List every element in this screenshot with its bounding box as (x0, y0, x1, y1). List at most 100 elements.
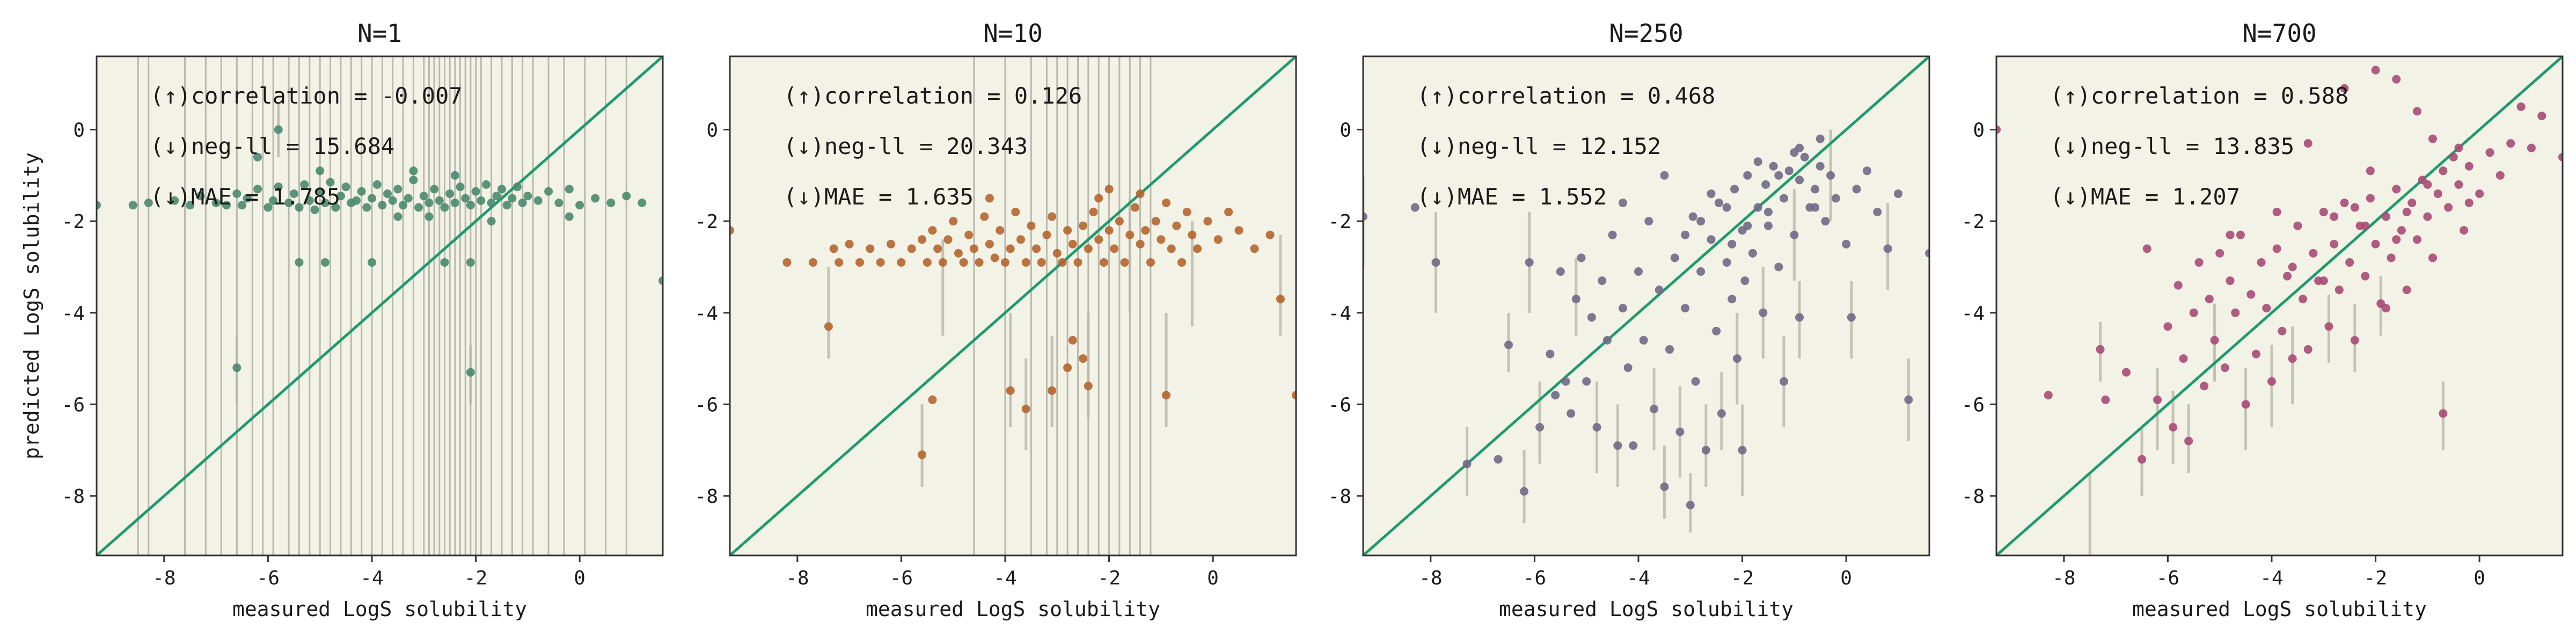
data-point (440, 203, 449, 212)
data-point (996, 226, 1005, 235)
data-point (1707, 189, 1716, 198)
data-point (1556, 267, 1565, 276)
x-axis-label: measured LogS solubility (232, 597, 527, 621)
data-point (1681, 304, 1690, 313)
data-point (186, 201, 195, 210)
data-point (326, 178, 335, 187)
metric-annotation: (↓)neg-ll = 13.835 (2050, 133, 2294, 159)
data-point (1265, 230, 1275, 239)
x-tick-label: 0 (2473, 567, 2485, 589)
data-point (1634, 267, 1643, 276)
data-point (2475, 189, 2484, 198)
data-point (887, 239, 896, 248)
chart-panel: -8 -6 -4 -2 0 -8 -6 -4 -2 0 N=700 measured LogS sol… (1962, 19, 2564, 621)
data-point (466, 201, 475, 210)
data-point (2392, 75, 2401, 84)
data-point (1162, 391, 1171, 400)
metric-annotation: (↓)MAE = 1.207 (2050, 184, 2240, 210)
data-point (222, 201, 231, 210)
data-point (305, 196, 314, 205)
data-point (1021, 404, 1030, 413)
data-point (2138, 455, 2147, 464)
data-point (1104, 226, 1114, 235)
x-tick-label: -4 (2260, 567, 2283, 589)
data-point (975, 258, 984, 267)
metric-annotation: (↓)neg-ll = 20.343 (784, 133, 1028, 159)
data-point (1172, 221, 1181, 230)
data-point (295, 203, 304, 212)
data-point (1079, 221, 1088, 230)
data-point (808, 258, 817, 267)
data-point (2241, 400, 2250, 409)
data-point (1587, 313, 1596, 322)
data-point (918, 235, 927, 244)
data-point (2412, 107, 2421, 116)
data-point (1862, 166, 1871, 175)
data-point (2293, 221, 2302, 230)
data-point (1821, 217, 1830, 226)
data-point (1779, 377, 1788, 386)
data-point (2174, 281, 2183, 290)
data-point (1790, 148, 1799, 157)
data-point (1759, 308, 1768, 317)
x-tick-label: -6 (257, 567, 280, 589)
data-point (1058, 258, 1067, 267)
data-point (481, 180, 491, 189)
data-point (1048, 212, 1057, 221)
identity-line (1363, 56, 1929, 555)
data-point (943, 235, 953, 244)
data-point (2439, 409, 2448, 418)
y-axis-label: predicted LogS solubility (20, 152, 43, 459)
metric-annotation: (↓)neg-ll = 12.152 (1417, 133, 1661, 159)
data-point (1063, 226, 1072, 235)
data-point (1571, 295, 1580, 304)
data-point (1681, 230, 1690, 239)
data-point (2288, 354, 2297, 363)
data-point (1660, 171, 1669, 180)
data-point (362, 203, 371, 212)
data-point (1504, 340, 1513, 349)
data-point (2283, 272, 2292, 281)
chart-title: N=250 (1609, 19, 1683, 48)
data-point (414, 203, 423, 212)
data-point (2205, 295, 2214, 304)
x-tick-label: -4 (360, 567, 383, 589)
data-point (1753, 157, 1762, 166)
data-point (1670, 253, 1679, 262)
data-point (2210, 335, 2219, 345)
metric-annotation: (↓)neg-ll = 15.684 (150, 133, 394, 159)
data-point (430, 185, 439, 194)
data-point (990, 253, 999, 262)
data-point (2439, 166, 2448, 175)
y-tick-label: -4 (695, 303, 718, 325)
data-point (336, 192, 345, 201)
data-point (352, 196, 361, 205)
data-point (866, 244, 875, 253)
data-point (1618, 304, 1627, 313)
data-point (2485, 148, 2494, 157)
data-point (1094, 194, 1103, 203)
data-point (1644, 217, 1653, 226)
data-point (341, 182, 350, 192)
data-point (523, 192, 532, 201)
plot-area (1363, 56, 1929, 555)
data-point (2163, 322, 2172, 331)
data-point (1177, 258, 1187, 267)
data-point (466, 368, 475, 377)
data-point (1842, 239, 1851, 248)
x-tick-label: -8 (152, 567, 175, 589)
data-point (1623, 363, 1633, 372)
metric-annotation: (↓)MAE = 1.635 (784, 184, 974, 210)
data-point (2169, 423, 2178, 432)
data-point (1650, 404, 1659, 413)
data-point (1582, 377, 1591, 386)
data-point (1811, 203, 1820, 212)
data-point (445, 189, 455, 198)
data-point (2340, 199, 2349, 208)
plot-frame (1362, 55, 1930, 557)
data-point (1753, 203, 1762, 212)
data-point (2402, 286, 2411, 295)
data-point (456, 182, 465, 192)
data-point (1120, 258, 1129, 267)
data-point (1561, 377, 1570, 386)
